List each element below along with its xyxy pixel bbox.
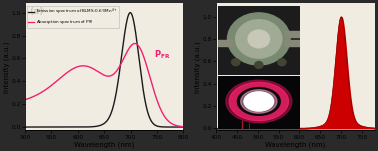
Text: (a): (a)	[29, 7, 44, 16]
Y-axis label: Intensity (a.u.): Intensity (a.u.)	[195, 41, 201, 93]
Y-axis label: Intensity (a.u.): Intensity (a.u.)	[3, 41, 10, 93]
Text: (b): (b)	[221, 7, 235, 16]
Legend: Emission spectrum of BLMS:0.6%Mn$^{4+}$, Absorption spectrum of $P_{FR}$: Emission spectrum of BLMS:0.6%Mn$^{4+}$,…	[27, 6, 119, 28]
X-axis label: Wavelength (nm): Wavelength (nm)	[265, 141, 325, 148]
X-axis label: Wavelength (nm): Wavelength (nm)	[74, 141, 134, 148]
Text: $\mathbf{P_{FR}}$: $\mathbf{P_{FR}}$	[154, 48, 171, 61]
